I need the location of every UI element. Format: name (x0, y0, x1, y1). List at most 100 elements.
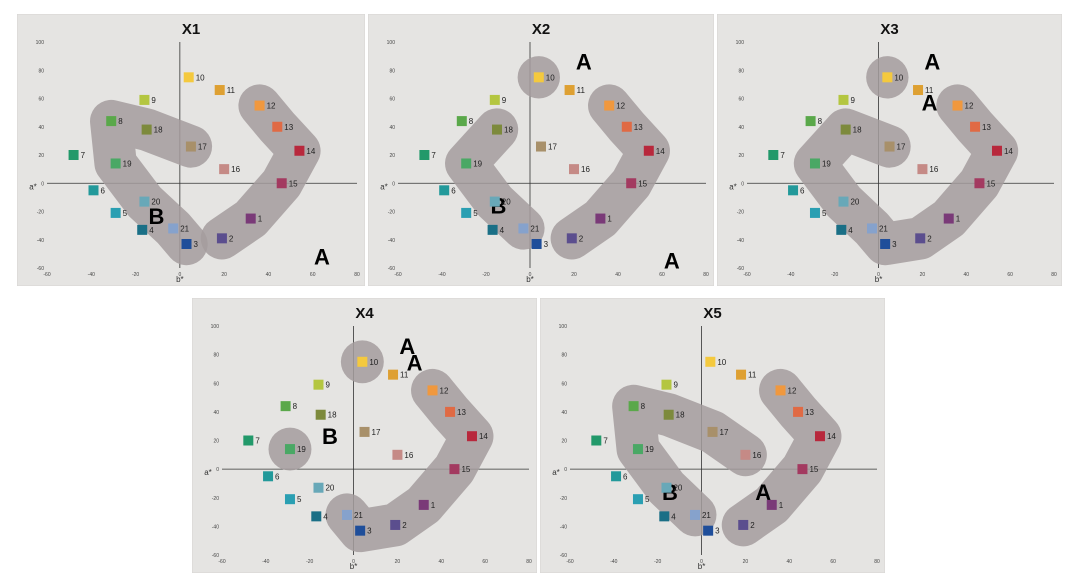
x-tick-label: 60 (830, 559, 836, 565)
x-tick-label: 0 (178, 272, 181, 278)
y-tick-label: -20 (737, 210, 744, 216)
data-point-label: 10 (546, 73, 555, 82)
x-tick-label: 40 (266, 272, 272, 278)
x-tick-label: -60 (743, 272, 750, 278)
data-point-label: 1 (956, 215, 961, 224)
data-point-label: 20 (850, 198, 859, 207)
data-point-square (487, 224, 498, 235)
data-point-square (439, 185, 450, 196)
data-point-square (913, 85, 924, 96)
y-tick-label: 20 (38, 153, 44, 159)
data-point-square (621, 121, 632, 132)
data-point-square (775, 385, 786, 396)
data-point-label: 3 (892, 240, 897, 249)
data-point-square (793, 406, 804, 417)
scatter-panel: X4 -60 -40 -20 0 20 40 60 80 100 80 60 40 20 0 -20 -40 -6… (192, 298, 537, 573)
y-tick-label: 60 (738, 97, 744, 103)
group-label: A (399, 334, 415, 359)
data-point-square (740, 449, 751, 460)
data-point-square (359, 426, 370, 437)
data-point-label: 13 (634, 123, 643, 132)
data-point-square (183, 72, 194, 83)
data-point-square (110, 207, 121, 218)
data-point-label: 11 (577, 86, 586, 95)
y-tick-label: 80 (38, 68, 44, 74)
data-point-square (68, 150, 79, 160)
x-axis-label: b* (875, 275, 883, 284)
data-point-square (974, 178, 985, 189)
data-point-label: 12 (616, 102, 625, 111)
x-tick-label: 0 (529, 272, 532, 278)
y-tick-label: -20 (212, 496, 219, 502)
x-tick-label: 0 (352, 559, 355, 565)
data-point-square (355, 525, 366, 536)
y-axis-label: a* (552, 468, 560, 477)
group-label: A (407, 350, 423, 375)
group-label: A (314, 244, 330, 269)
y-tick-label: 0 (564, 467, 567, 473)
group-label: A (924, 49, 940, 74)
data-point-label: 16 (404, 451, 413, 460)
data-point-label: 1 (431, 501, 436, 510)
data-point-square (809, 207, 820, 218)
data-point-square (566, 233, 577, 244)
data-point-label: 20 (502, 198, 511, 207)
data-point-label: 14 (656, 147, 665, 156)
data-point-label: 12 (267, 102, 276, 111)
data-point-label: 6 (800, 186, 805, 195)
data-point-label: 14 (827, 432, 836, 441)
data-point-square (788, 185, 799, 196)
data-point-label: 19 (473, 159, 482, 168)
data-point-square (564, 85, 575, 96)
data-point-label: 2 (750, 521, 755, 530)
data-point-label: 12 (440, 386, 449, 395)
data-point-square (272, 121, 283, 132)
data-point-label: 8 (818, 117, 823, 126)
scatter-panel: X3 -60 -40 -20 0 20 40 60 80 100 80 60 40 20 0 -20 -40 -6… (717, 14, 1062, 286)
data-point-label: 4 (323, 512, 328, 521)
data-point-square (661, 379, 672, 390)
data-point-label: 5 (297, 495, 302, 504)
data-point-square (445, 406, 456, 417)
data-point-label: 17 (897, 143, 906, 152)
data-point-label: 5 (645, 495, 650, 504)
x-tick-label: -40 (438, 272, 445, 278)
data-point-square (689, 509, 700, 520)
data-point-square (137, 224, 148, 235)
x-tick-label: -20 (831, 272, 838, 278)
data-point-label: 6 (623, 472, 628, 481)
group-label: A (922, 91, 938, 116)
data-point-square (840, 124, 851, 135)
data-point-label: 15 (461, 465, 470, 474)
x-tick-label: 80 (526, 559, 532, 565)
panel-title: X1 (182, 21, 200, 38)
data-point-label: 6 (275, 472, 280, 481)
data-point-square (838, 94, 849, 105)
y-tick-label: -20 (560, 496, 567, 502)
y-tick-label: 80 (561, 353, 567, 359)
data-point-label: 19 (645, 445, 654, 454)
data-point-label: 16 (581, 165, 590, 174)
data-point-square (263, 471, 274, 482)
data-point-square (139, 196, 150, 207)
data-point-square (518, 223, 529, 234)
data-point-label: 17 (198, 143, 207, 152)
y-tick-label: -60 (37, 266, 44, 272)
data-point-square (882, 72, 893, 83)
data-point-label: 6 (451, 186, 456, 195)
x-tick-label: 40 (615, 272, 621, 278)
data-point-label: 3 (367, 527, 372, 536)
data-point-square (991, 145, 1002, 156)
data-point-label: 1 (258, 215, 263, 224)
data-point-square (536, 141, 546, 152)
data-point-label: 21 (702, 511, 711, 520)
data-point-square (880, 238, 891, 249)
data-point-square (357, 356, 368, 367)
data-point-square (466, 431, 477, 442)
y-tick-label: 60 (389, 97, 395, 103)
data-point-label: 6 (101, 186, 106, 195)
data-point-label: 13 (284, 123, 293, 132)
y-tick-label: 0 (741, 181, 744, 187)
group-halo (445, 108, 545, 250)
y-tick-label: 40 (38, 125, 44, 131)
